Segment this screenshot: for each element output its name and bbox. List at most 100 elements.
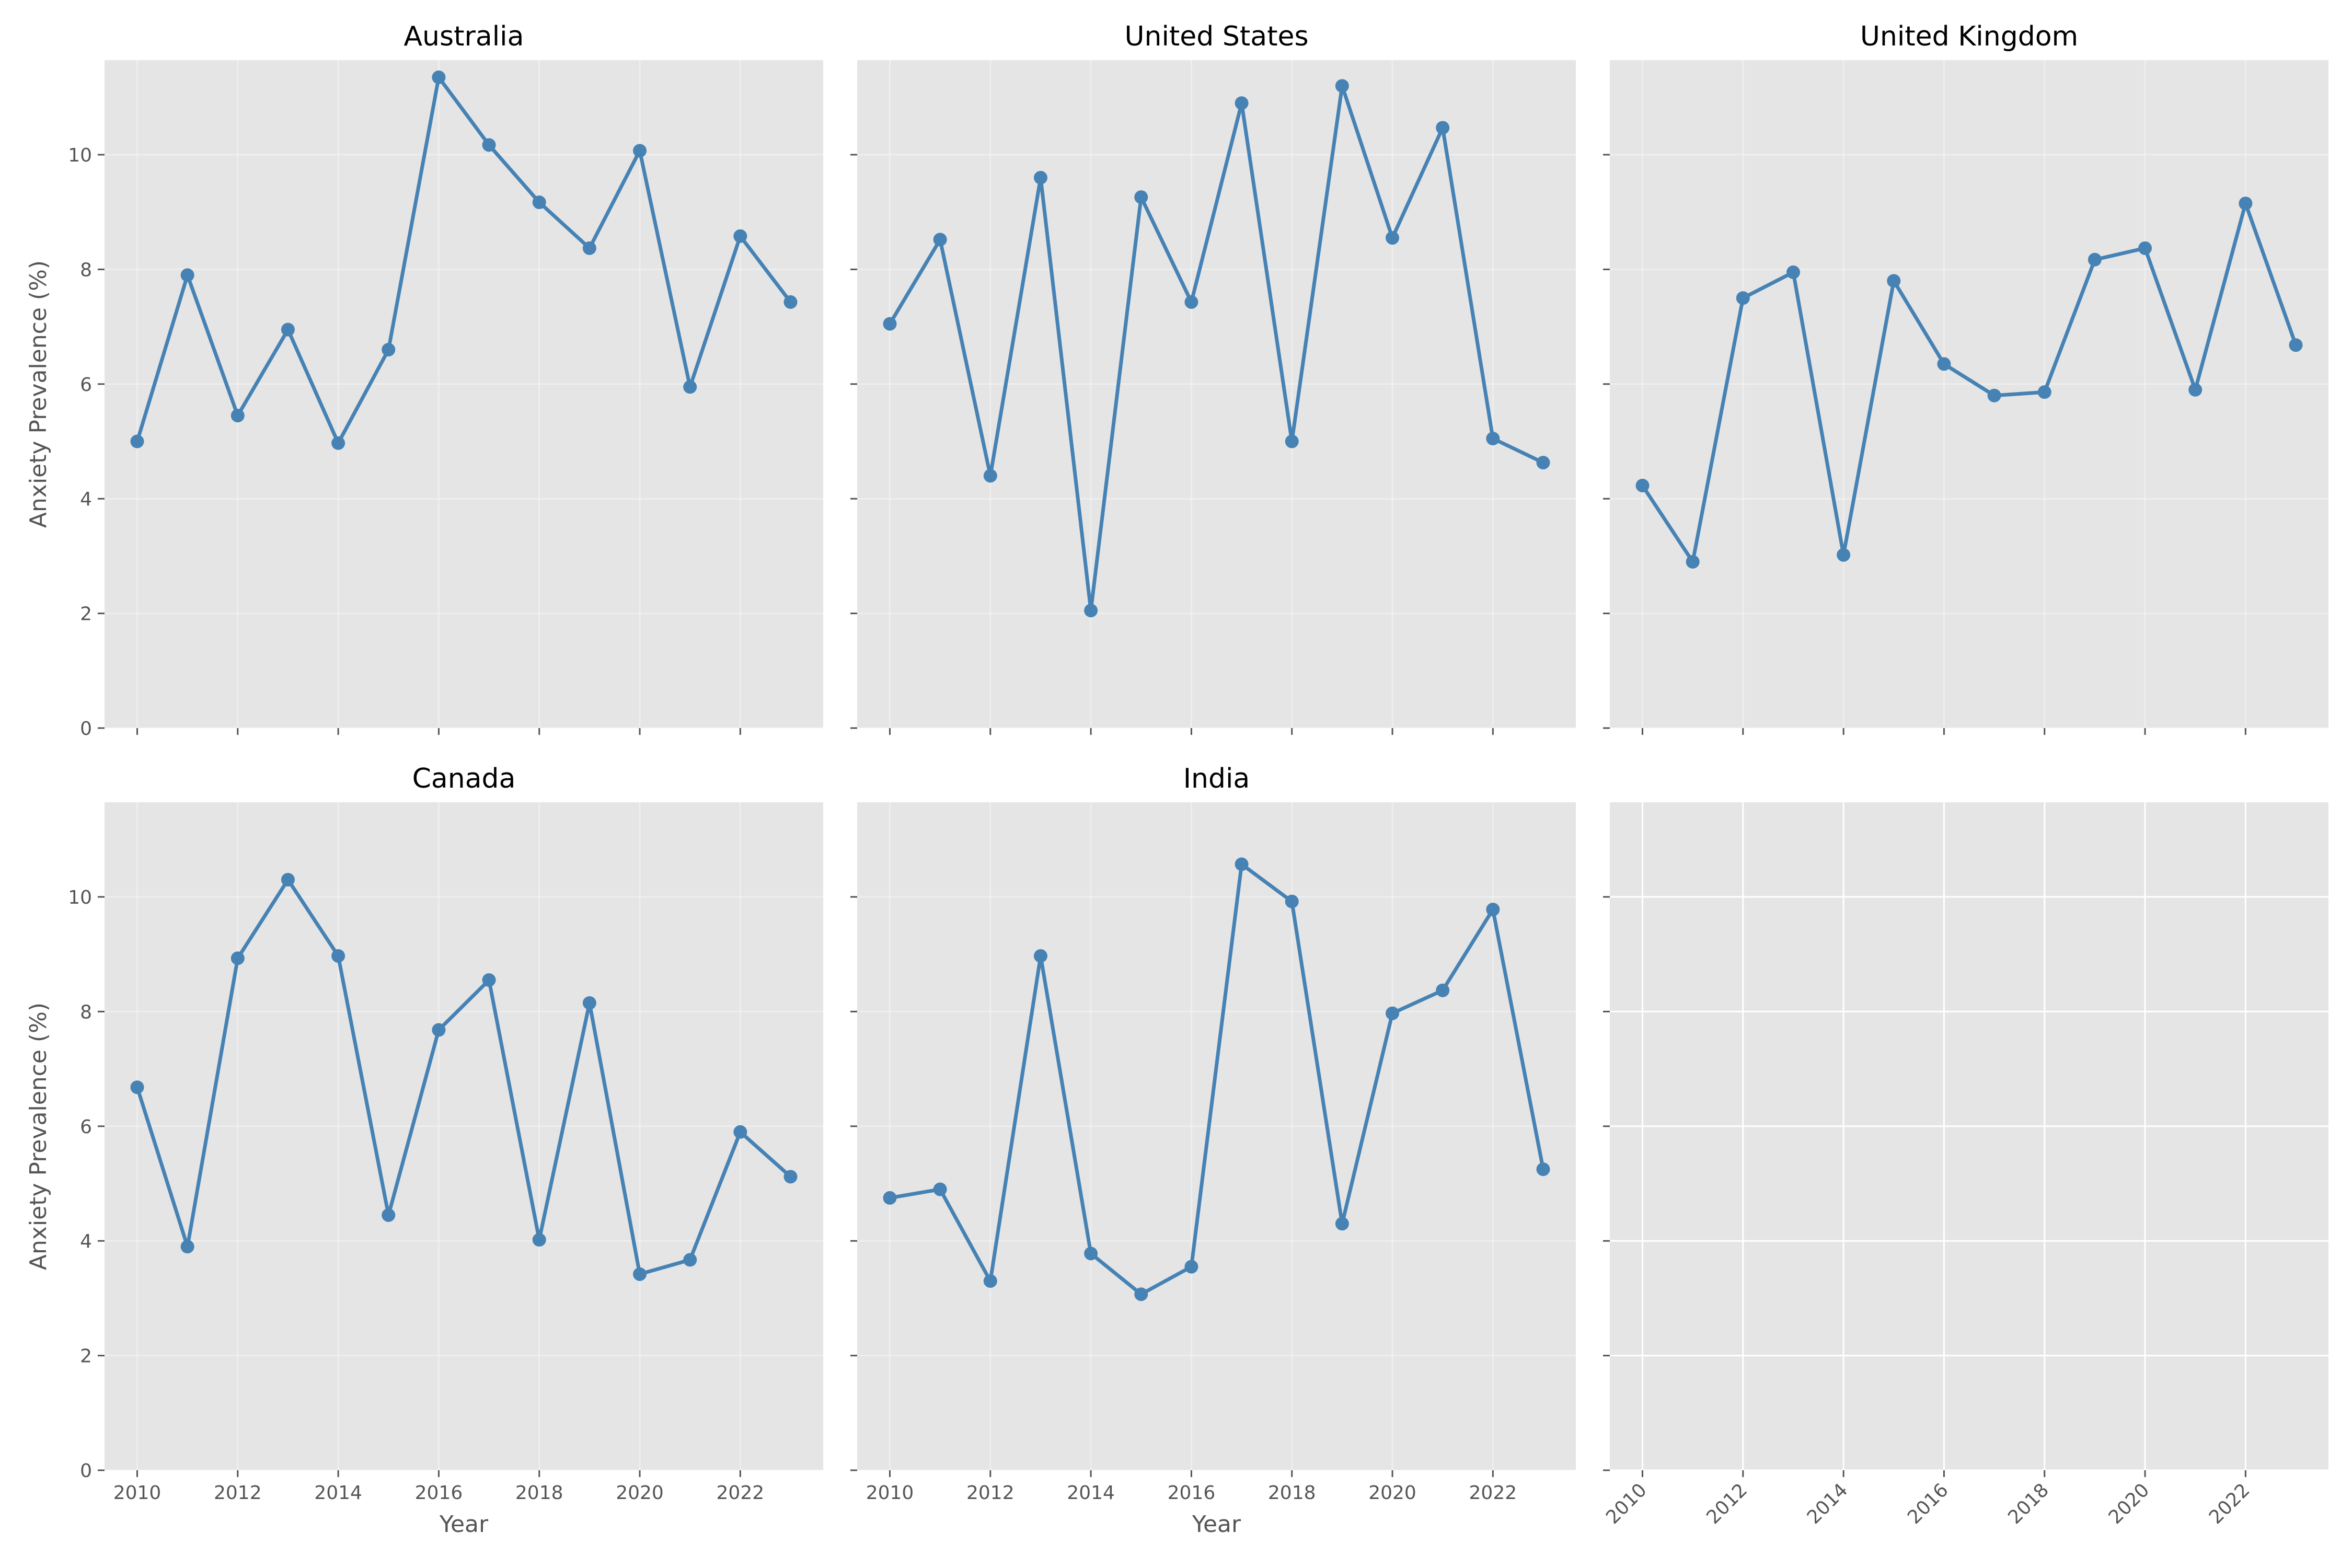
data-point [331,436,345,450]
data-point [1235,96,1249,110]
data-point [733,1125,747,1139]
data-point [1436,983,1450,997]
x-tick-label: 2016 [415,1482,463,1504]
x-tick-label: 2022 [717,1482,765,1504]
data-point [633,1267,647,1281]
data-point [230,409,245,423]
x-tick-label: 2020 [2105,1479,2154,1528]
data-point [331,949,345,963]
y-tick-label: 8 [80,259,92,281]
data-point [382,1208,396,1222]
panel-title: United Kingdom [1860,21,2078,52]
x-tick-label: 2014 [1067,1482,1115,1504]
data-point [1937,357,1951,371]
data-point [783,295,798,309]
data-point [1134,1287,1148,1301]
plot-area [857,60,1576,728]
data-point [1686,555,1700,569]
data-point [883,317,897,331]
data-point [2289,338,2303,352]
series-line [888,862,1545,1296]
x-axis-label: Year [1192,1511,1241,1538]
data-point [180,1240,194,1254]
x-tick-label: 2014 [314,1482,362,1504]
data-point [582,241,596,255]
data-point [633,144,647,158]
y-tick-label: 4 [80,1231,92,1252]
plot-area [1610,60,2328,728]
data-point [1033,170,1047,185]
data-point [532,195,546,210]
data-point [683,380,697,394]
data-point [1436,121,1450,135]
data-point [783,1170,798,1184]
chart-panel-5: 2010 2012 2014 2016 2018 2020 2022 India Year [850,763,1576,1538]
data-point [1736,291,1750,305]
data-point [532,1233,546,1247]
x-tick-label: 2016 [1168,1482,1216,1504]
y-axis-label: Anxiety Prevalence (%) [25,1002,52,1270]
x-tick-label: 2010 [113,1482,162,1504]
data-point [983,1274,997,1288]
panel-title: United States [1124,21,1308,52]
chart-panel-2: United States [850,21,1576,735]
data-point [1184,1260,1198,1274]
plot-area [1610,802,2328,1470]
chart-panel-4: 0 2 4 6 8 10 2010 2012 2014 2016 2018 2020 2022 Canad… [25,763,823,1538]
x-tick-label: 2022 [2205,1479,2254,1528]
chart-panel-3: United Kingdom [1603,21,2328,735]
data-point [1084,604,1098,618]
x-tick-label: 2010 [866,1482,914,1504]
y-tick-label: 6 [80,374,92,396]
data-point [1635,478,1650,492]
data-point [1486,903,1500,917]
data-point [933,1182,947,1196]
data-point [432,70,446,84]
data-point [432,1023,446,1037]
data-point [582,996,596,1010]
x-tick-label: 2012 [966,1482,1014,1504]
data-point [281,873,295,887]
data-point [130,434,144,448]
data-point [1887,274,1901,288]
data-point [683,1253,697,1267]
data-point [1335,79,1349,93]
data-point [1786,265,1800,279]
data-point [1386,231,1400,245]
x-tick-label: 2016 [1904,1479,1953,1528]
data-point [1536,1162,1550,1177]
x-tick-label: 2020 [616,1482,664,1504]
data-point [2188,383,2203,397]
data-point [230,951,245,965]
data-point [2239,197,2253,211]
plot-area [105,60,823,728]
chart-panel-6: 2010 2012 2014 2016 2018 2020 2022 [1602,802,2328,1528]
data-point [1184,295,1198,309]
panel-title: India [1183,763,1250,794]
y-tick-label: 8 [80,1001,92,1023]
x-tick-label: 2018 [2004,1479,2053,1528]
data-point [1386,1006,1400,1020]
data-point [482,138,496,152]
panel-title: Australia [403,21,524,52]
data-point [1033,949,1047,963]
series-line [135,75,792,445]
y-tick-label: 10 [68,145,92,166]
data-point [2037,385,2051,399]
data-point [1084,1247,1098,1261]
data-point [1536,456,1550,470]
data-point [1285,434,1299,448]
y-tick-label: 0 [80,718,92,740]
chart-panel-1: 0 2 4 6 8 10 Australia Anxiety Prevalence (%) [25,21,823,740]
plot-area [857,802,1576,1470]
data-point [1837,548,1851,562]
x-tick-label: 2020 [1368,1482,1416,1504]
y-tick-label: 4 [80,489,92,510]
data-point [933,233,947,247]
data-point [2138,241,2152,255]
series-line [1641,201,2298,564]
data-point [1486,432,1500,446]
x-axis-label: Year [439,1511,489,1538]
data-point [382,342,396,356]
data-point [2088,252,2102,267]
